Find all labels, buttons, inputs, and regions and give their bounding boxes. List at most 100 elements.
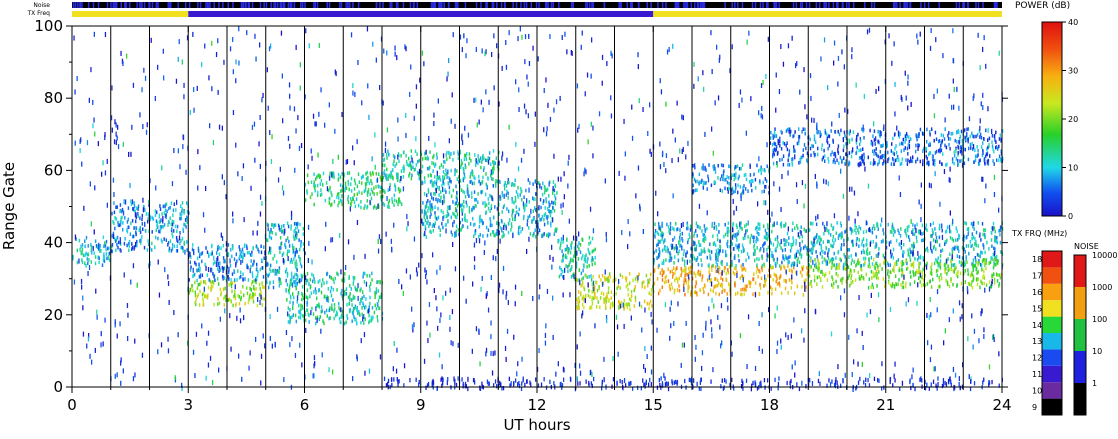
echo-cell — [892, 256, 895, 260]
echo-cell — [983, 262, 986, 267]
echo-cell — [371, 317, 374, 321]
echo-cell — [547, 232, 550, 236]
echo-cell — [744, 236, 746, 240]
echo-cell — [452, 211, 454, 216]
echo-cell — [684, 267, 686, 271]
echo-cell — [292, 246, 294, 251]
echo-cell — [850, 261, 853, 266]
echo-cell — [368, 308, 371, 313]
echo-cell — [698, 172, 701, 177]
echo-cell — [938, 235, 941, 240]
echo-cell — [304, 182, 307, 187]
echo-cell — [236, 278, 238, 282]
echo-cell — [554, 183, 556, 188]
echo-cell — [122, 221, 124, 225]
noise-strip-cell — [205, 2, 207, 8]
echo-cell — [827, 140, 829, 145]
echo-cell — [436, 156, 438, 160]
echo-cell — [907, 152, 909, 156]
echo-cell — [719, 177, 722, 182]
echo-cell — [194, 280, 196, 285]
echo-cell — [879, 155, 881, 160]
echo-cell — [948, 143, 950, 147]
echo-cell — [800, 155, 802, 160]
echo-cell — [697, 271, 699, 275]
echo-cell — [787, 261, 789, 265]
echo-cell — [969, 240, 972, 244]
echo-cell — [796, 284, 799, 289]
echo-cell — [231, 272, 234, 277]
echo-cell — [854, 278, 857, 283]
echo-cell — [636, 275, 638, 279]
echo-cell — [444, 172, 446, 177]
echo-cell — [231, 281, 233, 285]
echo-cell — [259, 287, 261, 291]
echo-cell — [151, 248, 153, 252]
echo-cell — [605, 305, 607, 310]
echo-cell — [583, 297, 586, 301]
echo-cell — [287, 224, 290, 229]
echo-cell — [776, 221, 778, 226]
echo-cell — [977, 148, 979, 153]
noise-strip-cell — [402, 2, 405, 8]
echo-cell — [316, 315, 319, 320]
noise-strip-cell — [686, 2, 689, 8]
noise-strip-cell — [290, 2, 293, 8]
echo-cell — [204, 294, 206, 298]
echo-cell — [818, 235, 820, 240]
echo-cell — [799, 251, 801, 256]
echo-cell — [532, 182, 534, 187]
echo-cell — [921, 232, 923, 236]
echo-cell — [952, 246, 954, 251]
echo-cell — [507, 230, 510, 235]
echo-cell — [713, 221, 716, 226]
echo-cell — [810, 247, 813, 252]
echo-cell — [161, 225, 163, 229]
echo-cell — [769, 274, 772, 279]
echo-cell — [963, 155, 965, 159]
echo-cell — [784, 248, 787, 252]
echo-cell — [271, 223, 273, 227]
echo-cell — [347, 182, 350, 187]
echo-cell — [195, 297, 197, 302]
echo-cell — [796, 263, 799, 268]
noise-strip-cell — [263, 2, 265, 8]
echo-cell — [498, 230, 500, 236]
echo-cell — [139, 239, 141, 243]
echo-cell — [458, 175, 460, 179]
echo-cell — [340, 189, 342, 194]
echo-cell — [442, 210, 444, 215]
echo-cell — [543, 190, 546, 195]
echo-cell — [795, 239, 797, 243]
echo-cell — [857, 162, 859, 167]
echo-cell — [477, 157, 480, 162]
noise-strip-cell — [762, 2, 764, 8]
echo-cell — [390, 171, 393, 175]
echo-cell — [207, 293, 209, 298]
echo-cell — [939, 148, 941, 152]
echo-cell — [852, 280, 854, 284]
echo-cell — [851, 54, 853, 60]
echo-cell — [712, 289, 714, 293]
echo-cell — [657, 291, 660, 296]
echo-cell — [821, 143, 823, 148]
echo-cell — [450, 168, 452, 173]
echo-cell — [609, 305, 612, 310]
echo-cell — [377, 318, 379, 323]
echo-cell — [358, 203, 360, 208]
echo-cell — [273, 225, 275, 229]
noise-strip-cell — [282, 2, 285, 8]
echo-cell — [968, 146, 970, 151]
echo-cell — [179, 231, 181, 235]
echo-cell — [976, 252, 979, 257]
echo-cell — [291, 282, 293, 286]
echo-cell — [366, 170, 368, 175]
echo-cell — [743, 173, 746, 178]
echo-cell — [929, 151, 931, 155]
noise-strip-cell — [149, 2, 151, 8]
echo-cell — [192, 249, 195, 253]
echo-cell — [339, 175, 342, 180]
echo-cell — [915, 235, 918, 240]
noise-strip-cell — [438, 2, 441, 8]
echo-cell — [814, 140, 817, 145]
